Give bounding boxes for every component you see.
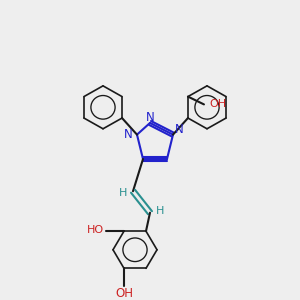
Text: OH: OH: [209, 99, 226, 110]
Text: HO: HO: [87, 225, 104, 235]
Text: N: N: [175, 123, 184, 136]
Text: H: H: [119, 188, 127, 198]
Text: N: N: [146, 111, 154, 124]
Text: N: N: [124, 128, 133, 141]
Text: H: H: [156, 206, 164, 216]
Text: OH: OH: [115, 287, 133, 300]
